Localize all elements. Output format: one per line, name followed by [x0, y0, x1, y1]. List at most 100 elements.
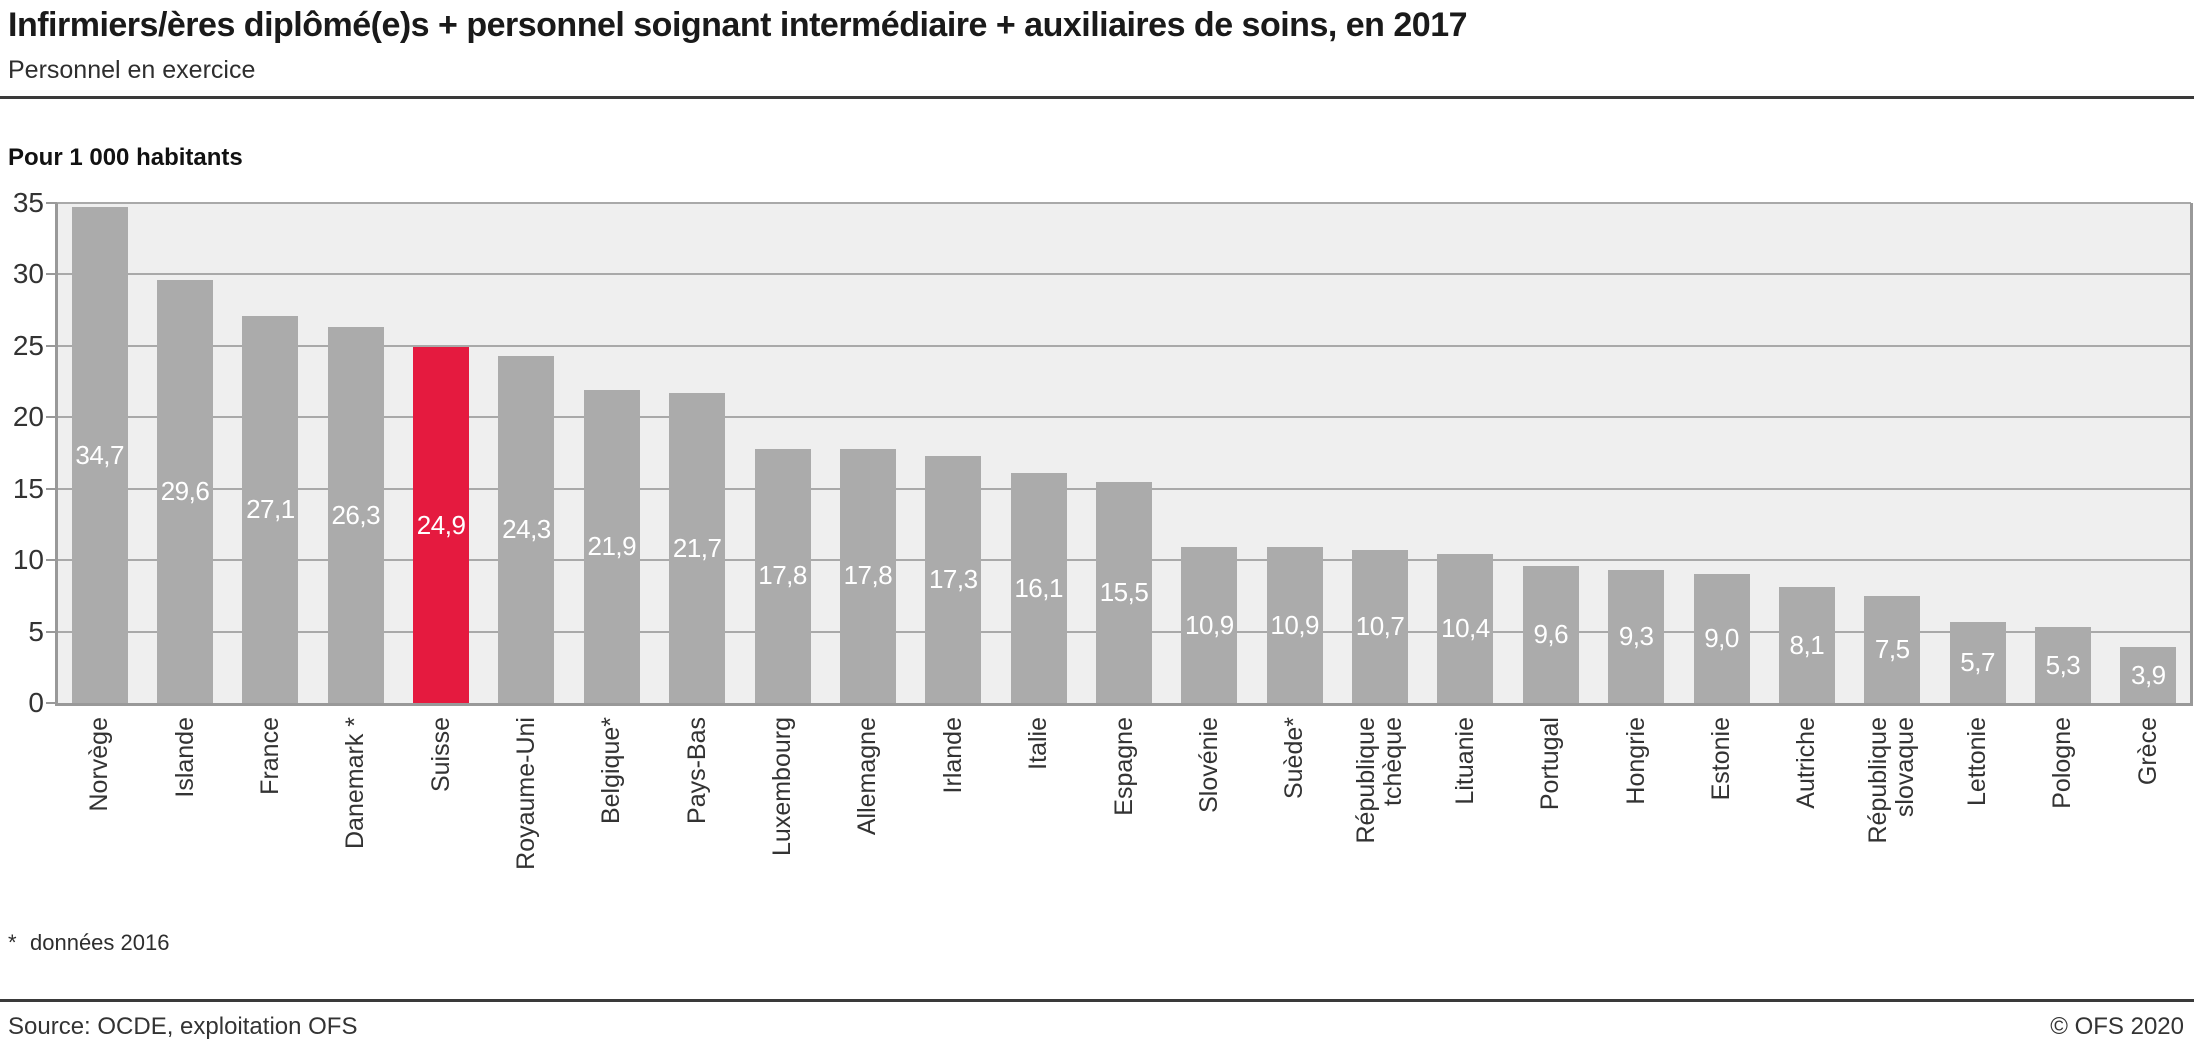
grid-line	[57, 273, 2191, 276]
bar-value-label: 7,5	[1874, 633, 1910, 664]
bar: 10,9	[1181, 547, 1238, 703]
copyright-text: © OFS 2020	[2050, 1013, 2184, 1040]
x-axis	[57, 703, 2193, 706]
bar: 3,9	[2120, 647, 2177, 703]
y-axis-tick	[46, 559, 57, 562]
bar-value-label: 24,3	[502, 513, 551, 544]
header-divider	[0, 96, 2194, 99]
x-axis-tick-label: Irlande	[938, 717, 967, 794]
bar: 21,7	[669, 393, 726, 703]
y-axis-tick	[46, 702, 57, 704]
page-subtitle: Personnel en exercice	[8, 56, 256, 84]
x-axis-tick-label: Islande	[170, 717, 199, 798]
bar: 29,6	[157, 280, 214, 703]
bar-value-label: 16,1	[1014, 572, 1063, 603]
bar-value-label: 5,7	[1960, 646, 1995, 677]
bar: 16,1	[1010, 473, 1067, 703]
x-axis-tick-label: Norvège	[85, 717, 114, 812]
bar: 21,9	[583, 390, 640, 703]
bar-value-label: 21,9	[587, 531, 637, 562]
x-axis-tick-label: Suisse	[426, 717, 455, 793]
bar-value-label: 17,8	[758, 560, 807, 591]
y-axis-tick-label: 30	[12, 258, 44, 290]
bar-value-label: 8,1	[1789, 629, 1825, 660]
bar-value-label: 17,8	[843, 560, 893, 591]
plot-right-border	[2190, 203, 2193, 706]
x-axis-tick-label: Autriche	[1792, 717, 1821, 809]
bar-value-label: 10,9	[1185, 609, 1234, 640]
y-axis-tick	[46, 202, 57, 204]
bar: 9,0	[1693, 574, 1750, 703]
bar-value-label: 29,6	[160, 476, 210, 507]
bar: 17,8	[754, 448, 811, 703]
bar: 5,3	[2034, 627, 2091, 703]
x-axis-tick-label: République tchèque	[1352, 717, 1408, 844]
x-axis-tick-label: Slovénie	[1194, 717, 1223, 813]
grid-line	[57, 202, 2191, 204]
x-axis-tick-label: France	[255, 717, 284, 795]
x-axis-tick-label: Royaume-Uni	[511, 717, 540, 870]
bar: 5,7	[1949, 621, 2006, 703]
bar: 17,8	[839, 448, 896, 703]
bar-value-label: 9,0	[1704, 623, 1739, 654]
bar: 27,1	[242, 315, 299, 703]
x-axis-tick-label: Espagne	[1109, 717, 1138, 816]
y-axis-tick	[46, 487, 57, 490]
x-axis-tick-label: Portugal	[1536, 717, 1565, 811]
y-axis-unit-label: Pour 1 000 habitants	[8, 144, 243, 171]
x-axis-tick-label: République slovaque	[1864, 717, 1920, 844]
bar: 10,7	[1352, 550, 1409, 703]
bar: 9,3	[1608, 570, 1665, 703]
y-axis-tick-label: 35	[12, 187, 44, 218]
y-axis-tick-label: 5	[28, 615, 44, 647]
x-axis-tick-label: Lituanie	[1450, 717, 1479, 805]
x-axis-tick-label: Allemagne	[853, 717, 882, 836]
bar-value-label: 17,3	[928, 563, 978, 594]
bar: 9,6	[1522, 565, 1579, 703]
y-axis-tick	[46, 344, 57, 347]
x-axis-tick-label: Italie	[1024, 717, 1053, 770]
x-axis-tick-label: Lettonie	[1963, 717, 1992, 806]
source-text: Source: OCDE, exploitation OFS	[8, 1013, 358, 1040]
bar-value-label: 26,3	[331, 499, 381, 530]
bar-value-label: 9,3	[1618, 621, 1654, 652]
bar: 34,7	[71, 207, 128, 703]
x-axis-tick-label: Danemark *	[341, 717, 370, 849]
bar-value-label: 10,4	[1441, 613, 1490, 644]
bar: 15,5	[1096, 481, 1152, 703]
bar: 24,3	[498, 355, 555, 703]
bar-value-label: 10,9	[1270, 609, 1320, 640]
y-axis-tick-label: 25	[12, 329, 44, 361]
x-axis-tick-label: Belgique*	[597, 717, 626, 825]
page-title: Infirmiers/ères diplômé(e)s + personnel …	[8, 6, 1468, 44]
y-axis-tick-label: 0	[28, 687, 44, 718]
footer-divider	[0, 999, 2194, 1002]
bar: 10,4	[1437, 554, 1494, 703]
x-axis-tick-label: Luxembourg	[768, 717, 797, 856]
bar: 10,9	[1266, 547, 1323, 703]
x-axis-tick-label: Pologne	[2048, 717, 2077, 809]
x-axis-tick-label: Hongrie	[1621, 717, 1650, 805]
x-axis-tick-label: Grèce	[2133, 717, 2162, 786]
bar-value-label: 24,9	[416, 509, 466, 540]
y-axis	[55, 203, 58, 706]
bar-value-label: 10,7	[1355, 611, 1405, 642]
y-axis-tick	[46, 630, 57, 633]
footnote-marker: *	[8, 930, 17, 955]
bar: 26,3	[327, 327, 384, 703]
y-axis-tick	[46, 273, 57, 276]
x-axis-tick-label: Suède*	[1280, 717, 1309, 800]
y-axis-tick-label: 10	[12, 544, 44, 576]
y-axis-tick-label: 15	[12, 472, 44, 504]
bar-value-label: 3,9	[2130, 659, 2166, 690]
grid-line	[57, 416, 2191, 419]
bar: 17,3	[925, 455, 982, 703]
bar-value-label: 15,5	[1099, 576, 1149, 607]
bar-highlight-suisse: 24,9	[413, 347, 470, 703]
footnote-text: données 2016	[30, 930, 170, 955]
bar-value-label: 27,1	[246, 493, 295, 524]
bar-value-label: 9,6	[1533, 618, 1569, 649]
bar-value-label: 21,7	[672, 532, 722, 563]
y-axis-tick-label: 20	[12, 401, 44, 433]
